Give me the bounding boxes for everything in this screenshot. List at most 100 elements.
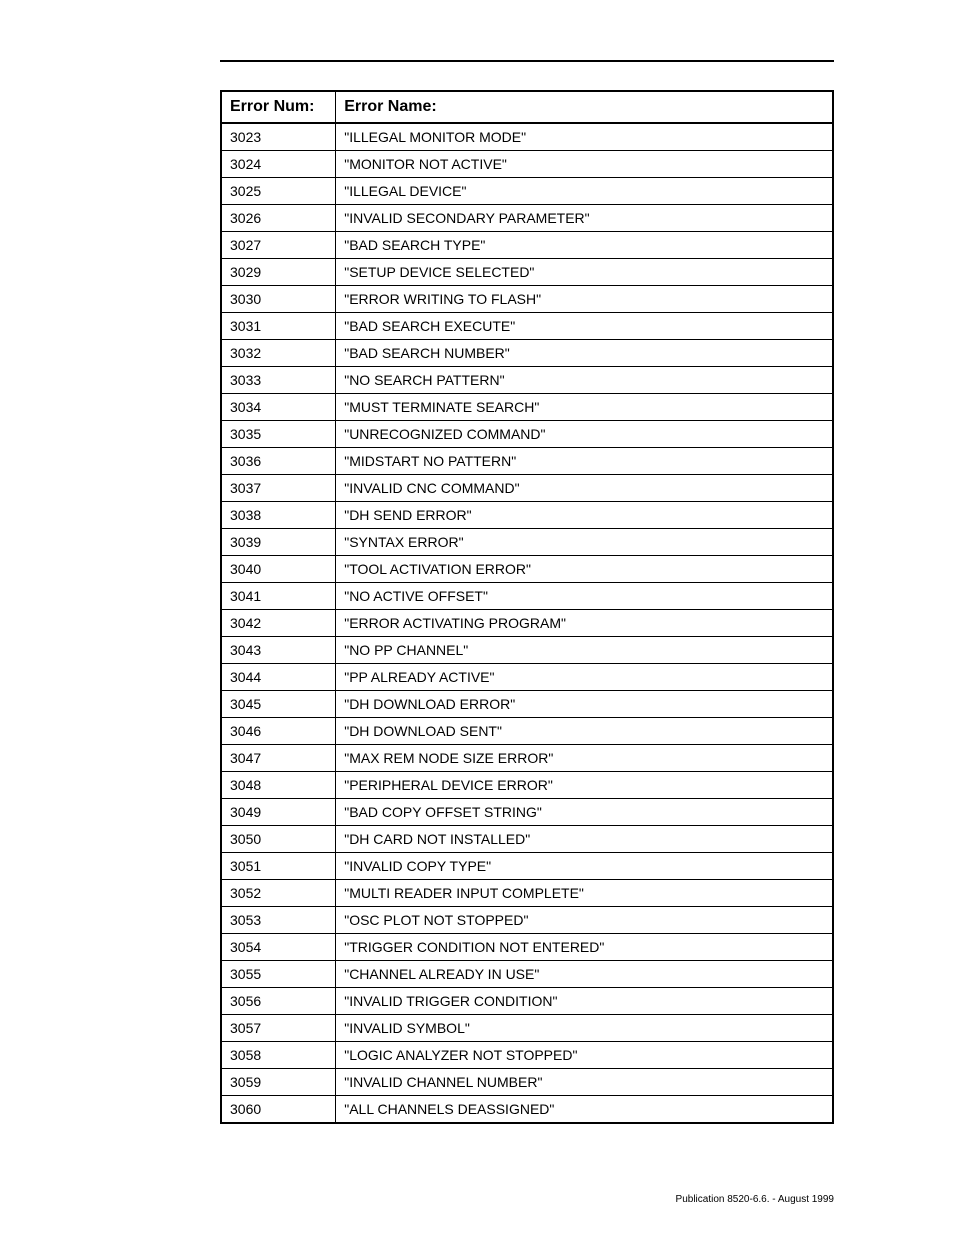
error-name-cell: "INVALID CHANNEL NUMBER" [336,1069,833,1096]
error-num-cell: 3059 [221,1069,336,1096]
table-row: 3038"DH SEND ERROR" [221,502,833,529]
error-num-cell: 3027 [221,232,336,259]
table-body: 3023"ILLEGAL MONITOR MODE"3024"MONITOR N… [221,123,833,1123]
error-name-cell: "TOOL ACTIVATION ERROR" [336,556,833,583]
error-num-cell: 3025 [221,178,336,205]
error-num-cell: 3056 [221,988,336,1015]
error-num-cell: 3055 [221,961,336,988]
error-name-cell: "DH DOWNLOAD ERROR" [336,691,833,718]
error-name-cell: "MIDSTART NO PATTERN" [336,448,833,475]
error-name-cell: "ILLEGAL DEVICE" [336,178,833,205]
error-num-cell: 3053 [221,907,336,934]
error-table: Error Num: Error Name: 3023"ILLEGAL MONI… [220,90,834,1124]
table-row: 3037"INVALID CNC COMMAND" [221,475,833,502]
error-num-cell: 3057 [221,1015,336,1042]
error-name-cell: "DH SEND ERROR" [336,502,833,529]
error-num-cell: 3029 [221,259,336,286]
table-row: 3034"MUST TERMINATE SEARCH" [221,394,833,421]
table-row: 3051"INVALID COPY TYPE" [221,853,833,880]
error-num-cell: 3037 [221,475,336,502]
header-rule [220,60,834,62]
error-name-cell: "BAD COPY OFFSET STRING" [336,799,833,826]
error-name-cell: "UNRECOGNIZED COMMAND" [336,421,833,448]
table-row: 3047"MAX REM NODE SIZE ERROR" [221,745,833,772]
table-row: 3040"TOOL ACTIVATION ERROR" [221,556,833,583]
error-name-cell: "ILLEGAL MONITOR MODE" [336,123,833,151]
error-name-cell: "DH CARD NOT INSTALLED" [336,826,833,853]
error-num-cell: 3041 [221,583,336,610]
error-name-cell: "NO SEARCH PATTERN" [336,367,833,394]
table-row: 3033"NO SEARCH PATTERN" [221,367,833,394]
col-header-name: Error Name: [336,91,833,123]
error-num-cell: 3045 [221,691,336,718]
error-name-cell: "PP ALREADY ACTIVE" [336,664,833,691]
error-name-cell: "MUST TERMINATE SEARCH" [336,394,833,421]
col-header-num: Error Num: [221,91,336,123]
error-num-cell: 3036 [221,448,336,475]
error-num-cell: 3054 [221,934,336,961]
table-row: 3029"SETUP DEVICE SELECTED" [221,259,833,286]
error-name-cell: "PERIPHERAL DEVICE ERROR" [336,772,833,799]
error-num-cell: 3051 [221,853,336,880]
table-row: 3041"NO ACTIVE OFFSET" [221,583,833,610]
error-num-cell: 3049 [221,799,336,826]
table-row: 3036"MIDSTART NO PATTERN" [221,448,833,475]
table-row: 3023"ILLEGAL MONITOR MODE" [221,123,833,151]
error-name-cell: "ALL CHANNELS DEASSIGNED" [336,1096,833,1124]
error-name-cell: "INVALID SECONDARY PARAMETER" [336,205,833,232]
table-row: 3052"MULTI READER INPUT COMPLETE" [221,880,833,907]
table-row: 3032"BAD SEARCH NUMBER" [221,340,833,367]
table-row: 3057"INVALID SYMBOL" [221,1015,833,1042]
error-num-cell: 3040 [221,556,336,583]
table-row: 3030"ERROR WRITING TO FLASH" [221,286,833,313]
error-name-cell: "MAX REM NODE SIZE ERROR" [336,745,833,772]
error-name-cell: "INVALID SYMBOL" [336,1015,833,1042]
error-num-cell: 3035 [221,421,336,448]
error-num-cell: 3060 [221,1096,336,1124]
error-name-cell: "INVALID COPY TYPE" [336,853,833,880]
table-row: 3049"BAD COPY OFFSET STRING" [221,799,833,826]
error-num-cell: 3032 [221,340,336,367]
error-name-cell: "DH DOWNLOAD SENT" [336,718,833,745]
table-row: 3025"ILLEGAL DEVICE" [221,178,833,205]
table-row: 3042"ERROR ACTIVATING PROGRAM" [221,610,833,637]
table-row: 3035"UNRECOGNIZED COMMAND" [221,421,833,448]
table-row: 3027"BAD SEARCH TYPE" [221,232,833,259]
table-row: 3060"ALL CHANNELS DEASSIGNED" [221,1096,833,1124]
error-num-cell: 3046 [221,718,336,745]
error-name-cell: "MONITOR NOT ACTIVE" [336,151,833,178]
table-row: 3044"PP ALREADY ACTIVE" [221,664,833,691]
error-name-cell: "NO PP CHANNEL" [336,637,833,664]
table-row: 3053"OSC PLOT NOT STOPPED" [221,907,833,934]
error-num-cell: 3038 [221,502,336,529]
error-num-cell: 3047 [221,745,336,772]
error-num-cell: 3034 [221,394,336,421]
error-name-cell: "SETUP DEVICE SELECTED" [336,259,833,286]
error-name-cell: "BAD SEARCH TYPE" [336,232,833,259]
table-row: 3048"PERIPHERAL DEVICE ERROR" [221,772,833,799]
error-num-cell: 3030 [221,286,336,313]
error-name-cell: "MULTI READER INPUT COMPLETE" [336,880,833,907]
table-row: 3054"TRIGGER CONDITION NOT ENTERED" [221,934,833,961]
error-num-cell: 3052 [221,880,336,907]
error-num-cell: 3024 [221,151,336,178]
publication-footer: Publication 8520-6.6. - August 1999 [676,1194,834,1205]
table-header-row: Error Num: Error Name: [221,91,833,123]
table-row: 3058"LOGIC ANALYZER NOT STOPPED" [221,1042,833,1069]
table-row: 3031"BAD SEARCH EXECUTE" [221,313,833,340]
table-row: 3056"INVALID TRIGGER CONDITION" [221,988,833,1015]
error-num-cell: 3043 [221,637,336,664]
error-name-cell: "LOGIC ANALYZER NOT STOPPED" [336,1042,833,1069]
table-row: 3050"DH CARD NOT INSTALLED" [221,826,833,853]
error-name-cell: "BAD SEARCH EXECUTE" [336,313,833,340]
table-row: 3026"INVALID SECONDARY PARAMETER" [221,205,833,232]
error-num-cell: 3050 [221,826,336,853]
error-name-cell: "NO ACTIVE OFFSET" [336,583,833,610]
error-name-cell: "CHANNEL ALREADY IN USE" [336,961,833,988]
table-row: 3046"DH DOWNLOAD SENT" [221,718,833,745]
error-name-cell: "ERROR WRITING TO FLASH" [336,286,833,313]
table-row: 3043"NO PP CHANNEL" [221,637,833,664]
error-name-cell: "SYNTAX ERROR" [336,529,833,556]
table-row: 3024"MONITOR NOT ACTIVE" [221,151,833,178]
error-name-cell: "BAD SEARCH NUMBER" [336,340,833,367]
